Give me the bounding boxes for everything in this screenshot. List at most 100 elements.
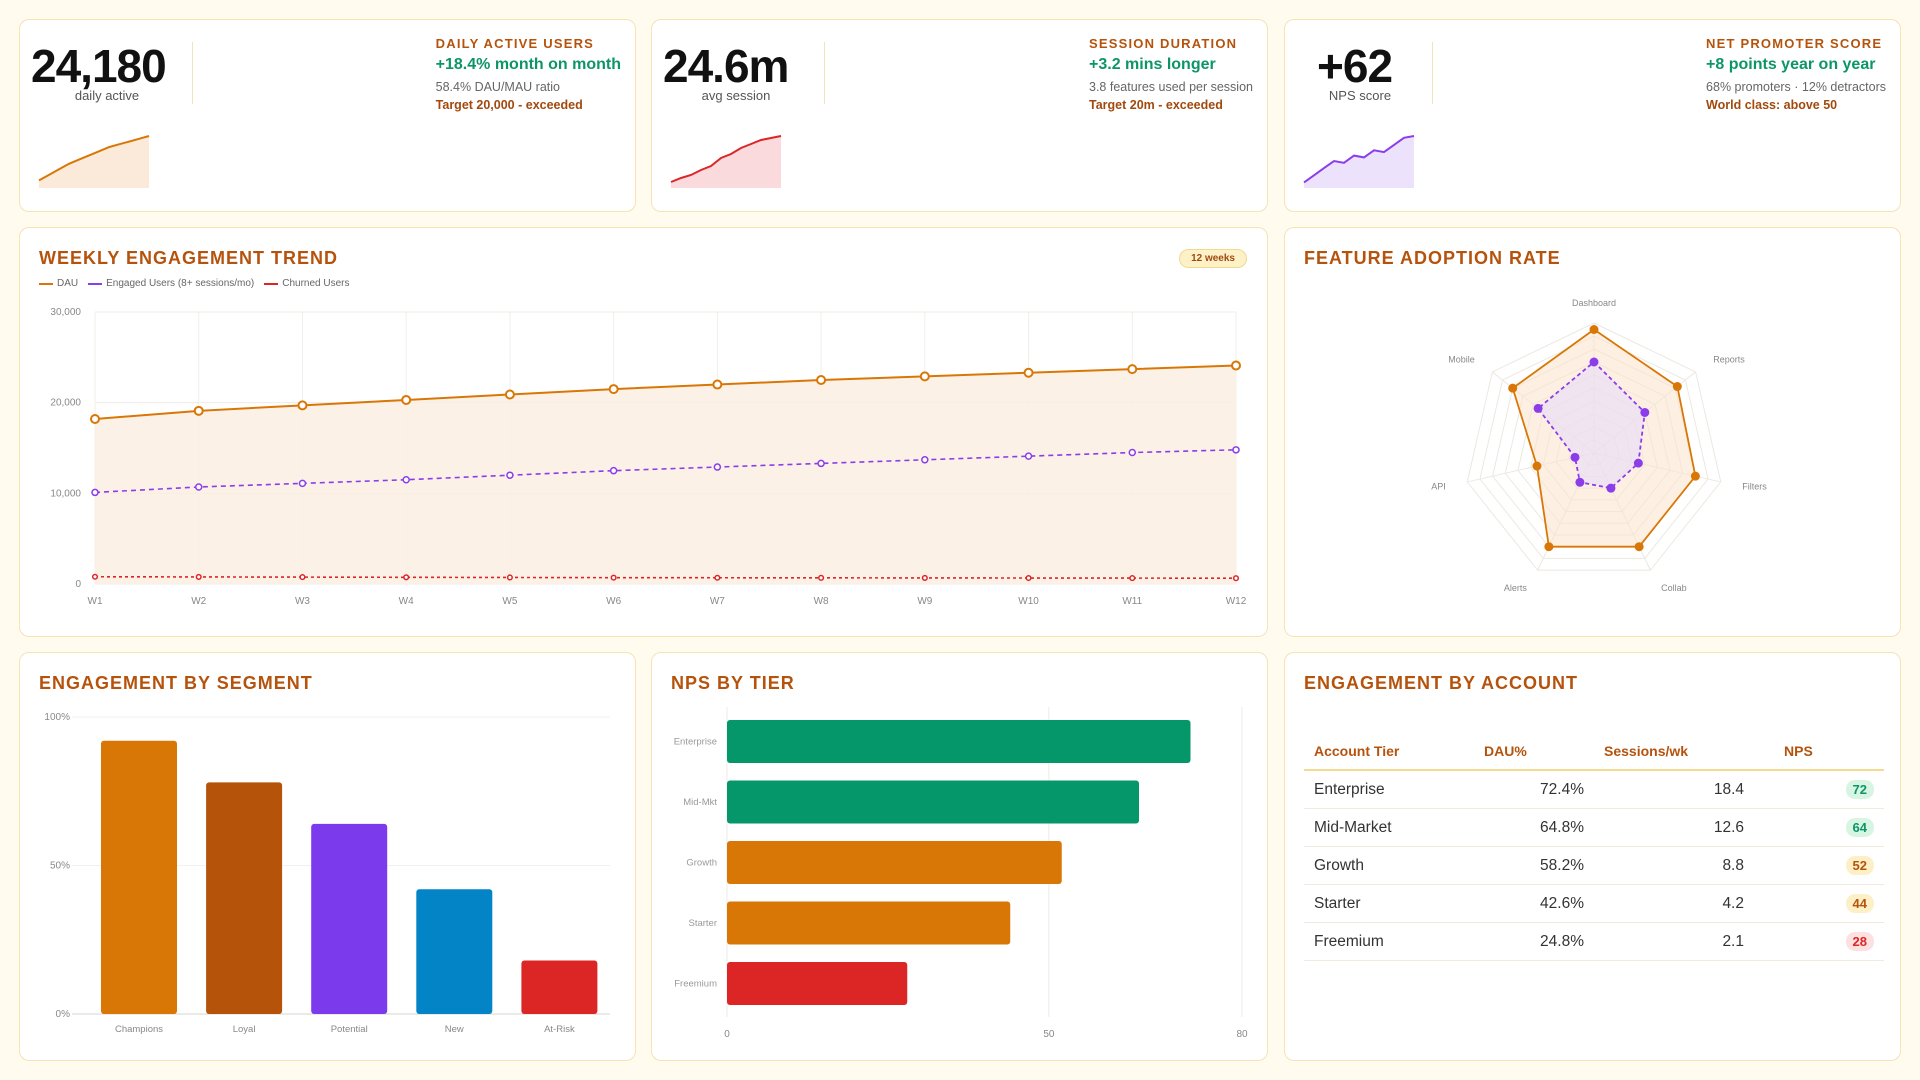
data-point[interactable] [610,574,617,581]
data-point[interactable] [506,574,513,581]
radar-point[interactable] [1575,477,1585,487]
data-point[interactable] [818,574,825,581]
period-badge: 12 weeks [1179,249,1247,268]
column-header[interactable]: Account Tier [1304,733,1474,771]
table-row[interactable]: Growth 58.2% 8.8 52 [1304,846,1884,885]
radar-point[interactable] [1640,407,1650,417]
data-point[interactable] [403,574,410,581]
data-point[interactable] [1128,448,1137,457]
data-point[interactable] [1232,446,1240,454]
data-point[interactable] [91,573,99,580]
nps-tier-card: NPS BY TIER 0 50 80 Enterprise Mid-Mkt Growth… [651,652,1268,1061]
radar-point[interactable] [1589,357,1599,367]
nps-badge: 52 [1845,856,1874,875]
legend-item: DAU [39,278,78,289]
kpi-title: DAILY ACTIVE USERS [435,36,595,51]
data-point[interactable] [401,394,412,405]
data-point[interactable] [1129,575,1136,582]
y-tick-label: Mid-Mkt [683,797,717,808]
kpi-divider [824,42,825,104]
x-tick-label: W10 [1018,596,1039,607]
radar-point[interactable] [1570,452,1580,462]
data-point[interactable] [714,574,721,581]
kpi-sub-label: daily active [74,88,140,103]
column-header[interactable]: DAU% [1474,733,1594,771]
column-header[interactable]: NPS [1754,733,1884,771]
kpi-value: 24.6m [663,40,789,92]
cell-sessions: 2.1 [1594,922,1754,961]
radar-point[interactable] [1606,483,1616,493]
data-point[interactable] [402,475,410,484]
data-point[interactable] [921,456,929,464]
radar-grid [1479,335,1709,559]
data-point[interactable] [193,405,204,416]
data-point[interactable] [299,574,306,581]
data-point[interactable] [91,488,99,497]
radar-point[interactable] [1589,325,1599,334]
kpi-details: NET PROMOTER SCORE +8 points year on yea… [1706,36,1886,112]
bar[interactable] [311,823,388,1014]
data-point[interactable] [1231,360,1241,371]
bar[interactable] [101,740,177,1014]
data-point[interactable] [195,573,202,580]
data-point[interactable] [1023,367,1034,378]
account-table: Account Tier DAU% Sessions/wk NPS Enterp… [1304,733,1884,961]
bar[interactable] [727,780,1139,824]
radar-axis-label: Collab [1661,583,1687,593]
data-point[interactable] [816,375,827,385]
radar-point[interactable] [1634,542,1644,552]
radar-point[interactable] [1508,383,1518,393]
data-point[interactable] [1232,575,1240,582]
data-point[interactable] [297,400,308,411]
data-point[interactable] [1127,364,1138,375]
kpi-title: NET PROMOTER SCORE [1706,36,1883,51]
bar[interactable] [727,962,908,1005]
column-header[interactable]: Sessions/wk [1594,733,1754,771]
radar-point[interactable] [1690,471,1700,481]
table-row[interactable]: Mid-Market 64.8% 12.6 64 [1304,808,1884,847]
kpi-details: DAILY ACTIVE USERS +18.4% month on month… [436,36,621,112]
bar[interactable] [206,782,283,1014]
table-row[interactable]: Enterprise 72.4% 18.4 72 [1304,770,1884,809]
kpi-target: Target 20,000 - exceeded [435,98,583,112]
data-point[interactable] [817,459,825,468]
bar[interactable] [727,720,1191,763]
data-point[interactable] [90,413,100,424]
data-point[interactable] [712,379,723,390]
bar[interactable] [727,901,1011,945]
radar-point[interactable] [1544,542,1554,552]
radar-point[interactable] [1532,461,1542,471]
radar-point[interactable] [1672,382,1682,392]
radar-axis-label: Mobile [1448,354,1475,364]
series-line [94,364,1237,420]
data-point[interactable] [504,389,515,400]
kpi-sub-label: NPS score [1328,88,1392,103]
table-row[interactable]: Starter 42.6% 4.2 44 [1304,884,1884,923]
data-point[interactable] [506,471,514,479]
nps-badge: 44 [1845,894,1874,913]
table-row[interactable]: Freemium 24.8% 2.1 28 [1304,922,1884,961]
data-point[interactable] [921,574,928,581]
cell-tier: Enterprise [1304,770,1474,809]
y-tick-label: 10,000 [50,488,81,499]
radar-point[interactable] [1533,403,1543,413]
data-point[interactable] [298,479,307,488]
kpi-sparkline [38,135,150,188]
data-point[interactable] [194,483,203,491]
data-point[interactable] [919,371,930,382]
x-tick-label: W7 [710,596,725,607]
y-tick-label: 30,000 [50,307,81,318]
segment-card: ENGAGEMENT BY SEGMENT 0% 50% 100% Champions… [19,652,636,1061]
data-point[interactable] [1024,452,1033,460]
data-point[interactable] [609,466,618,475]
radar-point[interactable] [1633,458,1643,468]
data-point[interactable] [713,463,722,471]
bar[interactable] [727,841,1062,884]
bar[interactable] [521,960,598,1014]
bar[interactable] [416,889,493,1014]
x-tick-label: Potential [331,1024,368,1035]
nps-badge: 72 [1845,780,1874,799]
data-point[interactable] [608,384,619,395]
x-tick-label: Loyal [233,1024,256,1035]
data-point[interactable] [1025,574,1032,582]
